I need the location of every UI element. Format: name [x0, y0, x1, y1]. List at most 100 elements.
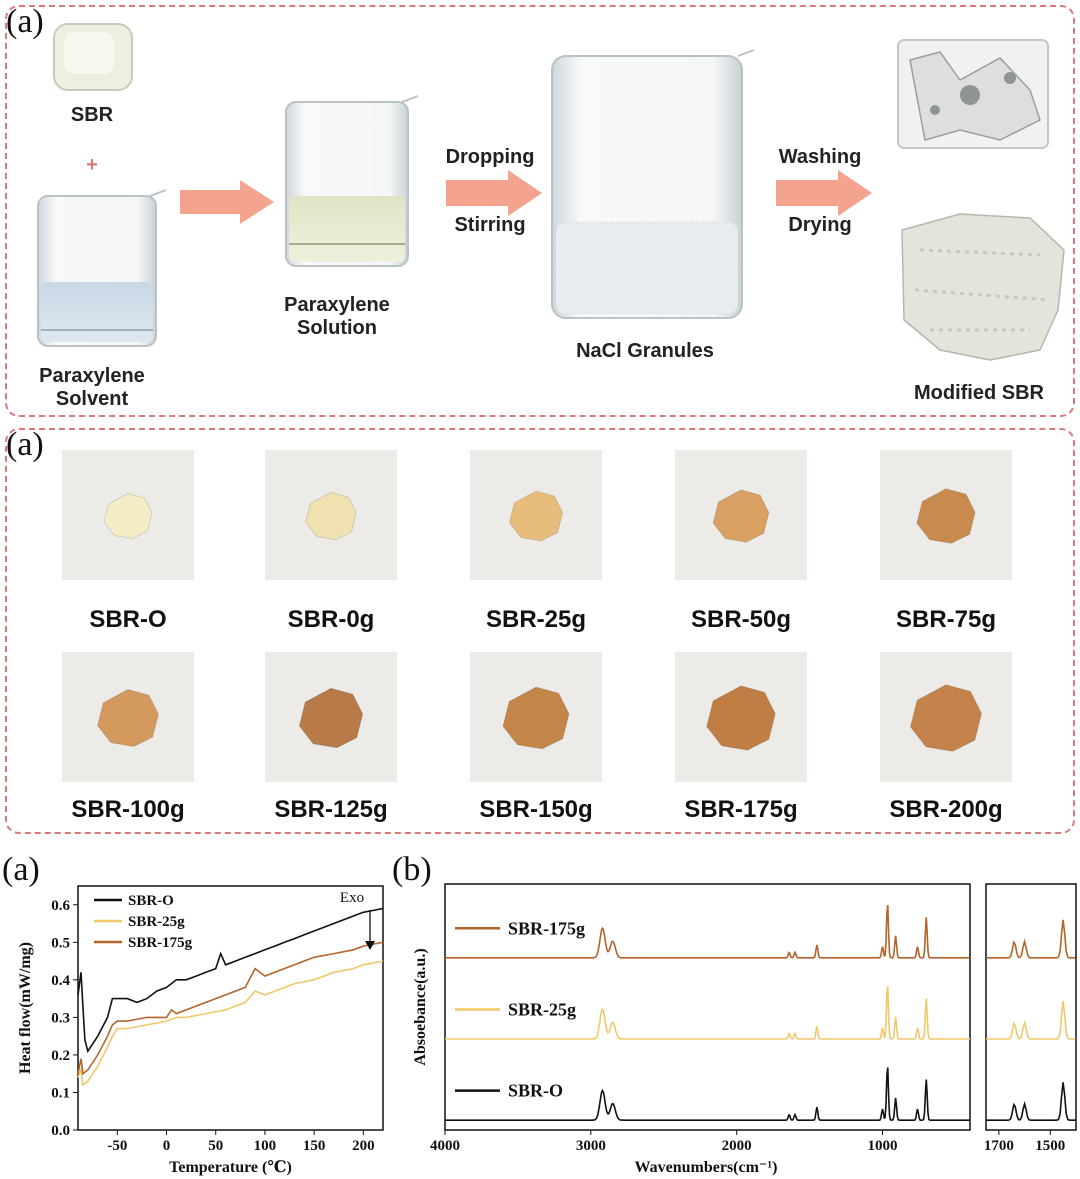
sample-specimen — [97, 688, 159, 748]
sample-photo — [470, 652, 602, 782]
dsc-x-tick-label: 150 — [303, 1138, 326, 1154]
dsc-exo-arrow-head — [365, 941, 375, 950]
nacl-caption: NaCl Granules — [576, 340, 714, 362]
solution-beaker-image — [285, 95, 419, 267]
sample-photo — [880, 450, 1012, 580]
modified-sbr-cube-image — [897, 39, 1049, 149]
modified-sbr-caption: Modified SBR — [914, 382, 1044, 404]
ftir-x-tick-label: 4000 — [430, 1138, 460, 1154]
dsc-y-tick-label: 0.6 — [51, 898, 70, 914]
ftir-x-tick-label: 2000 — [722, 1138, 752, 1154]
sample-photo — [880, 652, 1012, 782]
sample-specimen — [305, 491, 357, 541]
sample-label: SBR-175g — [684, 796, 798, 823]
dsc-y-tick-label: 0.0 — [51, 1123, 70, 1139]
sample-label: SBR-100g — [71, 796, 185, 823]
solvent-caption-line2: Solvent — [55, 388, 129, 410]
sample-photo — [675, 450, 807, 580]
dsc-y-tick-label: 0.1 — [51, 1085, 70, 1101]
sample-photo — [470, 450, 602, 580]
dsc-y-tick-label: 0.4 — [51, 973, 70, 989]
sample-label: SBR-150g — [479, 796, 593, 823]
ftir-series-line — [445, 1067, 970, 1122]
ftir-inset-x-tick-label: 1700 — [984, 1138, 1014, 1154]
samples-panel-label: (a) — [6, 426, 44, 463]
ftir-legend-label: SBR-25g — [508, 999, 576, 1019]
sbr-caption: SBR — [70, 104, 114, 126]
ftir-plot-frame — [444, 883, 971, 1131]
dsc-x-tick-label: 100 — [254, 1138, 277, 1154]
modified-sbr-porous-image — [901, 213, 1065, 361]
dsc-legend-label: SBR-25g — [128, 914, 185, 930]
plus-sign: + — [86, 154, 98, 176]
dsc-panel-label: (a) — [2, 851, 40, 888]
sample-specimen — [909, 684, 983, 752]
ftir-legend-label: SBR-175g — [508, 918, 585, 938]
dsc-series-line — [77, 960, 384, 1087]
charts-area: (a) -50 0 50 100 150 200 0.0 0.1 0.2 0.3 0.4 0.5 0.6 T… — [2, 851, 1077, 1176]
sample-label: SBR-200g — [889, 796, 1003, 823]
sample-photo — [265, 450, 397, 580]
dsc-series-line — [77, 907, 384, 1054]
dsc-x-tick-label: 0 — [163, 1138, 171, 1154]
solution-caption-line2: Solution — [297, 317, 377, 339]
sbr-cube-image — [53, 23, 133, 91]
sample-photo — [62, 652, 194, 782]
process-illustration — [37, 23, 1065, 361]
samples-panel — [5, 428, 1075, 834]
dsc-series-line — [77, 941, 384, 1076]
solvent-caption-line1: Paraxylene — [39, 365, 145, 387]
dsc-plot-frame — [77, 885, 384, 1131]
ftir-x-tick-label: 1000 — [868, 1138, 898, 1154]
ftir-inset-series-line — [986, 1001, 1076, 1040]
process-arrow-3 — [776, 170, 872, 216]
process-arrow-2 — [446, 170, 542, 216]
sample-specimen — [508, 490, 564, 542]
sample-label: SBR-0g — [287, 606, 375, 633]
ftir-series-line — [445, 986, 970, 1040]
ftir-x-axis-label: Wavenumbers(cm⁻¹) — [635, 1159, 778, 1176]
dsc-y-axis-label: Heat flow(mW/mg) — [17, 942, 34, 1074]
dsc-y-tick-label: 0.5 — [51, 935, 70, 951]
ftir-inset-frame — [985, 883, 1077, 1131]
nacl-beaker-image — [551, 49, 755, 319]
dsc-exo-label: Exo — [340, 890, 364, 906]
solvent-beaker-image — [37, 189, 167, 347]
sample-specimen — [103, 492, 153, 540]
sample-specimen — [712, 489, 770, 543]
sample-specimen — [298, 687, 364, 749]
sample-label: SBR-75g — [895, 606, 997, 633]
sample-label: SBR-125g — [274, 796, 388, 823]
solvent-caption: Paraxylene Solvent — [17, 365, 167, 411]
dsc-legend-label: SBR-175g — [128, 935, 193, 951]
sample-specimen — [706, 685, 776, 751]
stirring-label: Stirring — [454, 214, 526, 236]
sample-photo — [265, 652, 397, 782]
drying-label: Drying — [788, 214, 852, 236]
dsc-y-tick-label: 0.3 — [51, 1010, 70, 1026]
solution-caption: Paraxylene Solution — [262, 294, 412, 340]
process-arrow-1 — [180, 180, 274, 224]
dropping-label: Dropping — [445, 146, 535, 168]
ftir-inset-series-line — [986, 919, 1076, 959]
dsc-x-tick-label: 50 — [208, 1138, 223, 1154]
ftir-panel-label: (b) — [392, 851, 432, 888]
dsc-y-tick-label: 0.2 — [51, 1048, 70, 1064]
sample-photo — [675, 652, 807, 782]
dsc-x-tick-label: 200 — [352, 1138, 375, 1154]
process-panel — [5, 5, 1075, 417]
dsc-x-tick-label: -50 — [107, 1138, 127, 1154]
ftir-inset-series-line — [986, 1082, 1076, 1122]
sample-label: SBR-50g — [690, 606, 792, 633]
washing-label: Washing — [778, 146, 862, 168]
ftir-series-line — [445, 905, 970, 959]
dsc-x-axis-label: Temperature (℃) — [169, 1159, 292, 1176]
ftir-legend-label: SBR-O — [508, 1081, 563, 1101]
sample-specimen — [916, 488, 976, 544]
sample-label: SBR-O — [89, 606, 167, 633]
solution-caption-line1: Paraxylene — [284, 294, 390, 316]
dsc-legend-label: SBR-O — [128, 893, 174, 909]
ftir-y-axis-label: Absoebance(a.u.) — [412, 948, 429, 1065]
process-panel-label: (a) — [6, 3, 44, 40]
sample-label: SBR-25g — [485, 606, 587, 633]
